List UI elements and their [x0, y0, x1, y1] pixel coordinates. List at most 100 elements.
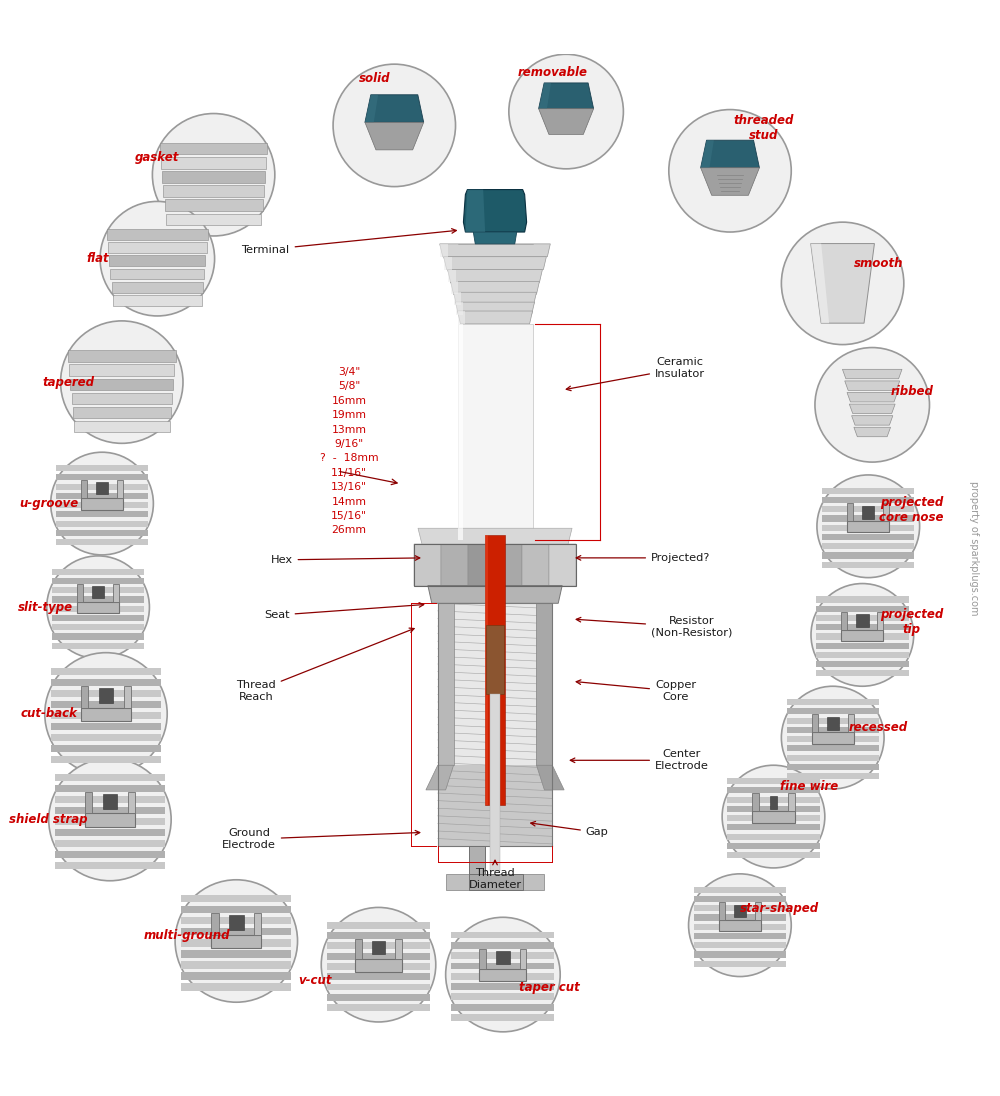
- Polygon shape: [55, 807, 165, 814]
- Polygon shape: [787, 727, 879, 733]
- Polygon shape: [787, 773, 879, 779]
- Text: Terminal: Terminal: [242, 229, 456, 254]
- Polygon shape: [55, 850, 165, 858]
- Polygon shape: [355, 959, 402, 971]
- Polygon shape: [355, 939, 362, 959]
- Polygon shape: [727, 834, 820, 840]
- Circle shape: [47, 556, 149, 659]
- Polygon shape: [854, 427, 891, 436]
- Text: u-groove: u-groove: [19, 498, 78, 510]
- Polygon shape: [441, 544, 468, 585]
- Text: property of sparkplugs.com: property of sparkplugs.com: [969, 481, 979, 615]
- Polygon shape: [365, 123, 424, 150]
- Polygon shape: [458, 311, 533, 323]
- Polygon shape: [181, 917, 291, 924]
- Polygon shape: [327, 1004, 430, 1012]
- Polygon shape: [395, 939, 402, 959]
- Text: threaded
stud: threaded stud: [733, 114, 794, 142]
- Polygon shape: [727, 787, 820, 794]
- Polygon shape: [81, 480, 87, 499]
- Polygon shape: [811, 243, 829, 323]
- Polygon shape: [451, 1004, 554, 1011]
- Text: Thread
Diameter: Thread Diameter: [468, 860, 522, 890]
- Polygon shape: [181, 906, 291, 913]
- Polygon shape: [694, 960, 786, 967]
- Polygon shape: [85, 792, 92, 813]
- Text: solid: solid: [359, 72, 390, 85]
- Circle shape: [61, 321, 183, 444]
- Polygon shape: [451, 962, 554, 970]
- Polygon shape: [451, 952, 554, 959]
- Polygon shape: [451, 282, 539, 294]
- Polygon shape: [181, 950, 291, 958]
- Polygon shape: [81, 499, 123, 510]
- Polygon shape: [327, 973, 430, 980]
- Text: Seat: Seat: [264, 603, 424, 620]
- Circle shape: [446, 917, 560, 1031]
- Polygon shape: [787, 764, 879, 769]
- Polygon shape: [414, 540, 453, 553]
- Circle shape: [49, 758, 171, 881]
- Polygon shape: [70, 378, 173, 390]
- Polygon shape: [701, 140, 759, 168]
- Polygon shape: [701, 168, 759, 195]
- Polygon shape: [812, 715, 818, 732]
- Polygon shape: [327, 932, 430, 939]
- Polygon shape: [113, 584, 119, 602]
- Polygon shape: [770, 796, 777, 809]
- Polygon shape: [365, 94, 378, 123]
- Polygon shape: [73, 407, 171, 419]
- Text: flat: flat: [87, 252, 109, 265]
- Circle shape: [51, 453, 153, 555]
- Polygon shape: [536, 603, 552, 765]
- Polygon shape: [55, 818, 165, 825]
- Polygon shape: [454, 293, 461, 305]
- Text: ribbed: ribbed: [890, 386, 933, 399]
- Text: Ground
Electrode: Ground Electrode: [222, 829, 420, 850]
- Polygon shape: [752, 794, 759, 811]
- Polygon shape: [469, 846, 485, 874]
- Polygon shape: [56, 521, 148, 527]
- Text: Gap: Gap: [531, 822, 609, 837]
- Polygon shape: [99, 688, 113, 703]
- Polygon shape: [811, 243, 874, 323]
- Polygon shape: [103, 794, 117, 809]
- Text: Ceramic
Insulator: Ceramic Insulator: [566, 357, 705, 390]
- Polygon shape: [211, 913, 219, 935]
- Text: gasket: gasket: [135, 151, 180, 164]
- Polygon shape: [128, 792, 135, 813]
- Text: 3/4"
5/8"
16mm
19mm
13mm
9/16"
?  -  18mm
11/16"
13/16"
14mm
15/16"
26mm: 3/4" 5/8" 16mm 19mm 13mm 9/16" ? - 18mm …: [320, 367, 378, 536]
- Polygon shape: [56, 475, 148, 480]
- Polygon shape: [816, 652, 909, 658]
- Polygon shape: [56, 493, 148, 499]
- Polygon shape: [55, 840, 165, 847]
- Polygon shape: [440, 244, 448, 256]
- Polygon shape: [74, 421, 170, 433]
- Polygon shape: [327, 952, 430, 959]
- Polygon shape: [694, 905, 786, 912]
- Polygon shape: [426, 765, 454, 790]
- Polygon shape: [51, 756, 161, 764]
- Polygon shape: [51, 680, 161, 686]
- Polygon shape: [841, 630, 883, 641]
- Polygon shape: [254, 913, 261, 935]
- Polygon shape: [727, 815, 820, 821]
- Polygon shape: [112, 282, 203, 293]
- Circle shape: [100, 202, 215, 316]
- Polygon shape: [51, 701, 161, 708]
- Polygon shape: [372, 940, 385, 955]
- Polygon shape: [229, 915, 244, 931]
- Polygon shape: [848, 715, 854, 732]
- Polygon shape: [694, 895, 786, 902]
- Polygon shape: [485, 535, 488, 804]
- Text: Hex: Hex: [270, 555, 420, 564]
- Polygon shape: [456, 302, 463, 315]
- Polygon shape: [117, 480, 123, 499]
- Polygon shape: [816, 606, 909, 612]
- Polygon shape: [81, 708, 131, 721]
- Polygon shape: [719, 920, 761, 932]
- Polygon shape: [124, 686, 131, 708]
- Polygon shape: [327, 963, 430, 970]
- Polygon shape: [469, 874, 523, 890]
- Text: fine wire: fine wire: [780, 780, 838, 794]
